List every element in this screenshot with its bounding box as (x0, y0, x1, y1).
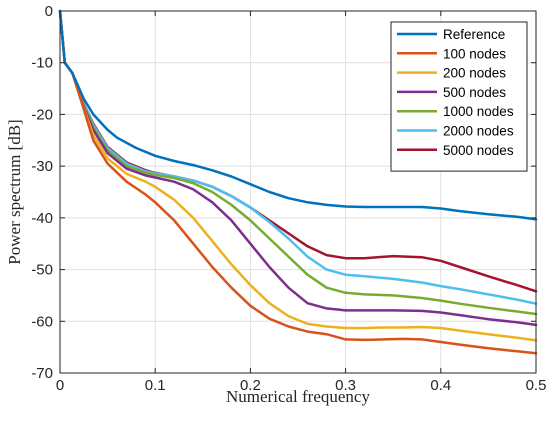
y-tick-label: -60 (31, 313, 53, 330)
series-line (58, 9, 538, 327)
y-tick-label: 0 (45, 3, 53, 20)
x-axis-title: Numerical frequency (226, 387, 370, 406)
y-tick-label: -70 (31, 365, 53, 382)
legend-label: Reference (443, 27, 505, 42)
legend-label: 200 nodes (443, 66, 506, 81)
series-lines (58, 9, 538, 355)
tick-labels: 0 0.1 0.2 0.3 0.4 0.5 0 -10 -20 -30 -40 -50 -60 -70 (31, 3, 546, 394)
y-tick-label: -50 (31, 262, 53, 279)
legend-label: 500 nodes (443, 85, 506, 100)
x-tick-label: 0.4 (430, 377, 451, 394)
series-line (58, 9, 538, 221)
legend-label: 100 nodes (443, 46, 506, 61)
series-line (58, 9, 538, 305)
y-tick-label: -10 (31, 55, 53, 72)
series-line (58, 9, 538, 316)
y-axis-title: Power spectrum [dB] (5, 119, 24, 264)
legend-label: 5000 nodes (443, 143, 514, 158)
series-line (58, 9, 538, 342)
y-tick-label: -40 (31, 210, 53, 227)
axis-ticks (59, 10, 537, 374)
series-line (58, 9, 538, 355)
x-tick-label: 0.2 (240, 377, 261, 394)
plot-frame (59, 10, 537, 374)
x-tick-label: 0.5 (526, 377, 547, 394)
legend: Reference 100 nodes 200 nodes 500 nodes 1000… (390, 21, 528, 172)
x-tick-label: 0.3 (335, 377, 356, 394)
y-tick-label: -30 (31, 158, 53, 175)
y-tick-label: -20 (31, 106, 53, 123)
x-tick-label: 0.1 (145, 377, 166, 394)
legend-box (390, 21, 528, 172)
x-tick-label: 0 (56, 377, 64, 394)
legend-label: 1000 nodes (443, 104, 514, 119)
legend-label: 2000 nodes (443, 124, 514, 139)
